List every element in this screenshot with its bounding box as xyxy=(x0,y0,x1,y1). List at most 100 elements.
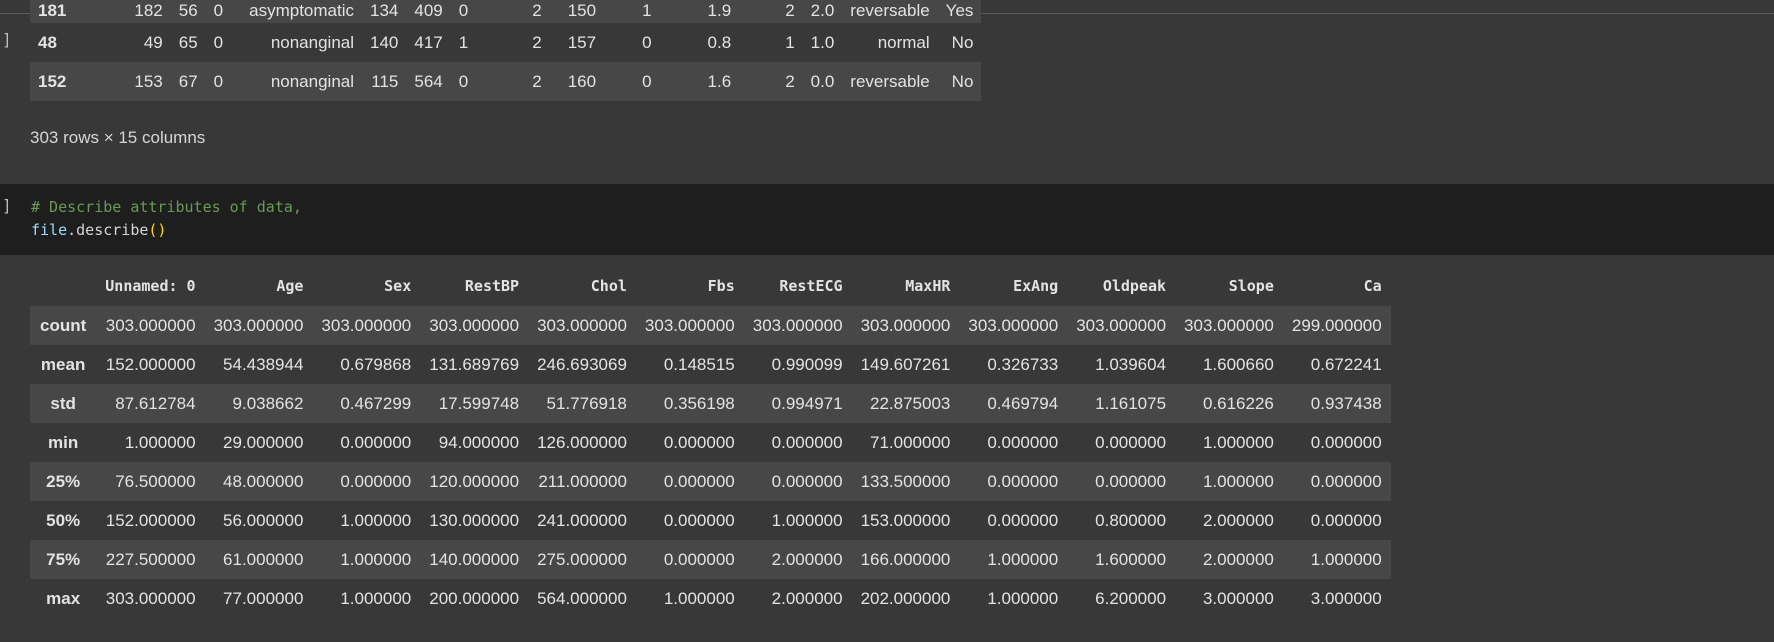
output-cell-bracket: ] xyxy=(2,30,12,49)
column-header: Ca xyxy=(1363,277,1382,295)
table-cell: 0.000000 xyxy=(663,471,735,491)
table-cell: 241.000000 xyxy=(537,510,627,530)
table-cell: nonanginal xyxy=(270,71,355,91)
table-cell: 417 xyxy=(414,32,443,52)
table-cell: 1.000000 xyxy=(1202,432,1274,452)
row-index: mean xyxy=(40,354,86,374)
code-editor[interactable]: # Describe attributes of data, file.desc… xyxy=(31,196,302,242)
table-cell: 303.000000 xyxy=(860,315,951,335)
table-cell: 0.000000 xyxy=(1310,432,1382,452)
table-cell: 246.693069 xyxy=(537,354,627,374)
output-top-divider xyxy=(0,13,1774,14)
table-cell: 6.200000 xyxy=(1095,588,1167,608)
table-cell: 1.000000 xyxy=(987,588,1059,608)
table-cell: 303.000000 xyxy=(429,315,520,335)
table-row: min 1.000000 29.000000 0.000000 94.000000 126… xyxy=(30,423,1391,462)
table-cell: 2.000000 xyxy=(771,588,843,608)
code-cell[interactable]: ] # Describe attributes of data, file.de… xyxy=(0,184,1774,255)
table-cell: 3.000000 xyxy=(1310,588,1382,608)
table-cell: 0.000000 xyxy=(771,432,843,452)
row-index: 50% xyxy=(46,510,81,530)
table-cell: 130.000000 xyxy=(429,510,520,530)
column-header: Sex xyxy=(384,277,412,295)
table-cell: 1.000000 xyxy=(340,510,412,530)
table-cell: 166.000000 xyxy=(860,549,951,569)
describe-output-table: Unnamed: 0 Age Sex RestBP Chol Fbs RestECG MaxH… xyxy=(30,266,1391,618)
code-comment: # Describe attributes of data, xyxy=(31,198,302,216)
table-cell: 1.000000 xyxy=(340,588,412,608)
table-cell: 134 xyxy=(370,1,399,20)
table-cell: 303.000000 xyxy=(968,315,1059,335)
table-cell: 0.000000 xyxy=(771,471,843,491)
table-cell: 9.038662 xyxy=(232,393,304,413)
column-header: ExAng xyxy=(1013,277,1059,295)
table-cell: 303.000000 xyxy=(1184,315,1274,335)
table-cell: 61.000000 xyxy=(223,549,304,569)
table-cell: 115 xyxy=(371,71,399,91)
code-cell-run-bracket[interactable]: ] xyxy=(2,196,12,215)
table-cell: 140.000000 xyxy=(429,549,520,569)
table-cell: 2 xyxy=(785,1,795,20)
table-cell: 77.000000 xyxy=(223,588,304,608)
table-cell: 153.000000 xyxy=(860,510,951,530)
table-cell: 0.469794 xyxy=(987,393,1059,413)
column-header: Oldpeak xyxy=(1102,277,1167,295)
table-cell: 1 xyxy=(642,1,652,20)
column-header: Fbs xyxy=(707,277,735,295)
table-cell: 157 xyxy=(567,32,597,52)
table-cell: 17.599748 xyxy=(438,393,520,413)
table-cell: 1.9 xyxy=(707,1,732,20)
table-cell: 150 xyxy=(567,1,597,20)
table-cell: 87.612784 xyxy=(115,393,196,413)
table-cell: 48.000000 xyxy=(223,471,304,491)
code-line-comment: # Describe attributes of data, xyxy=(31,196,302,219)
table-cell: 0.000000 xyxy=(340,471,412,491)
table-cell: 1.000000 xyxy=(1202,471,1274,491)
table-cell: 564.000000 xyxy=(537,588,627,608)
table-row: 25% 76.500000 48.000000 0.000000 120.000000 2… xyxy=(30,462,1391,501)
table-cell: 126.000000 xyxy=(537,432,627,452)
table-cell: 1.600660 xyxy=(1202,354,1274,374)
column-header: RestBP xyxy=(464,277,520,295)
row-index: min xyxy=(48,432,79,452)
table-cell: 65 xyxy=(178,32,198,52)
table-row: std 87.612784 9.038662 0.467299 17.599748 51.… xyxy=(30,384,1391,423)
table-cell: 1.6 xyxy=(707,71,732,91)
table-cell: 0.0 xyxy=(810,71,835,91)
table-cell: Yes xyxy=(945,1,974,20)
table-cell: 0.000000 xyxy=(987,510,1059,530)
table-cell: 1.000000 xyxy=(1310,549,1382,569)
table-cell: 303.000000 xyxy=(105,315,196,335)
column-header: Unnamed: 0 xyxy=(105,277,196,295)
code-variable: file xyxy=(31,221,68,239)
table-cell: nonanginal xyxy=(270,32,355,52)
table-cell: 2 xyxy=(532,32,542,52)
row-index: count xyxy=(40,315,87,335)
table-cell: 120.000000 xyxy=(429,471,520,491)
table-cell: 0.000000 xyxy=(1310,471,1382,491)
table-cell: 1.000000 xyxy=(124,432,196,452)
table-cell: 152.000000 xyxy=(105,510,196,530)
table-row: 48 49 65 0 nonanginal 140 417 1 2 157 0 0.8 1 1.0 norm… xyxy=(30,23,982,62)
table-cell: 51.776918 xyxy=(546,393,627,413)
table-cell: 211.000000 xyxy=(538,471,627,491)
table-cell: 0.937438 xyxy=(1310,393,1382,413)
table-cell: 1.600000 xyxy=(1095,549,1167,569)
row-index: 25% xyxy=(46,471,81,491)
column-header: MaxHR xyxy=(905,277,951,295)
table-cell: 202.000000 xyxy=(860,588,951,608)
table-cell: 303.000000 xyxy=(537,315,627,335)
table-cell: reversable xyxy=(850,1,930,20)
table-cell: 1.161075 xyxy=(1095,393,1167,413)
code-line-call: file.describe() xyxy=(31,219,302,242)
table-cell: 1.000000 xyxy=(340,549,412,569)
table-cell: 56.000000 xyxy=(223,510,304,530)
index-header-blank xyxy=(30,266,96,306)
table-cell: 0.616226 xyxy=(1202,393,1274,413)
table-cell: 0.467299 xyxy=(340,393,412,413)
dataframe-shape-text: 303 rows × 15 columns xyxy=(30,128,206,147)
table-cell: 152.000000 xyxy=(105,354,196,374)
table-cell: 0.000000 xyxy=(663,549,735,569)
table-cell: 409 xyxy=(414,1,443,20)
table-cell: 275.000000 xyxy=(537,549,627,569)
